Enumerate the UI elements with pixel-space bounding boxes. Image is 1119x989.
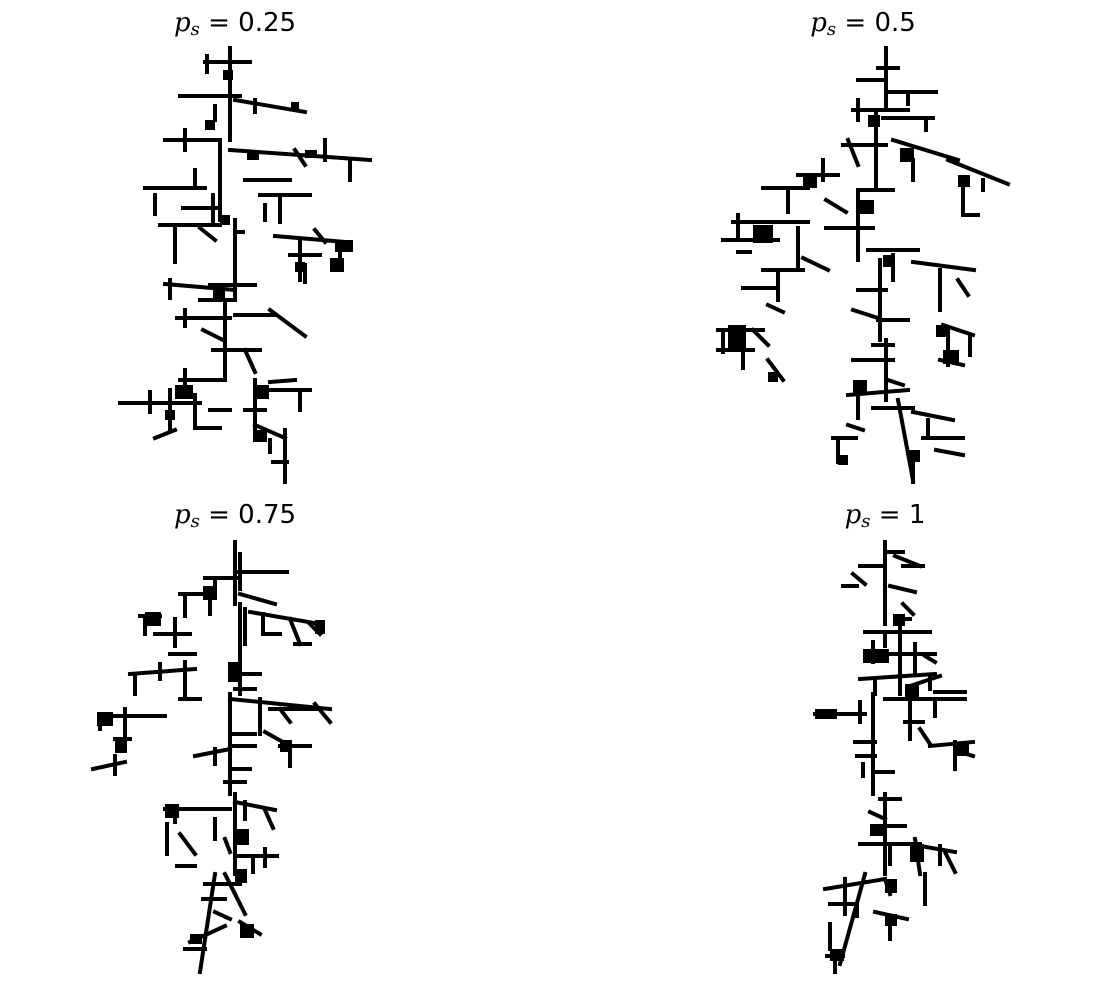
title-equals: =	[870, 500, 909, 530]
title-symbol: p	[844, 500, 862, 530]
title-subscript: s	[190, 19, 200, 40]
panel-ps-1: ps = 1	[745, 494, 1025, 984]
dla-cluster-ps-1	[813, 540, 976, 974]
title-subscript: s	[861, 511, 871, 532]
title-equals: =	[836, 8, 875, 38]
panel-ps-0-75: ps = 0.75	[85, 494, 385, 984]
dla-cluster-ps-0-25	[118, 46, 373, 484]
panel-title: ps = 0.5	[708, 8, 1018, 45]
title-symbol: p	[173, 500, 191, 530]
title-equals: =	[199, 500, 239, 530]
title-value: 0.25	[238, 8, 297, 38]
dla-cluster-ps-0-5	[716, 46, 1011, 484]
title-subscript: s	[190, 511, 200, 532]
dla-cluster-ps-0-75	[90, 540, 333, 975]
title-symbol: p	[173, 8, 191, 38]
title-subscript: s	[826, 19, 837, 40]
panel-title: ps = 1	[745, 500, 1025, 537]
title-value: 0.75	[238, 500, 297, 530]
title-equals: =	[199, 8, 239, 38]
title-symbol: p	[810, 8, 827, 38]
panel-ps-0-5: ps = 0.5	[708, 0, 1018, 490]
panel-title: ps = 0.75	[85, 500, 385, 537]
title-value: 1	[908, 500, 926, 530]
title-value: 0.5	[874, 8, 916, 38]
panel-title: ps = 0.25	[95, 8, 375, 45]
panel-ps-0-25: ps = 0.25	[95, 0, 375, 490]
